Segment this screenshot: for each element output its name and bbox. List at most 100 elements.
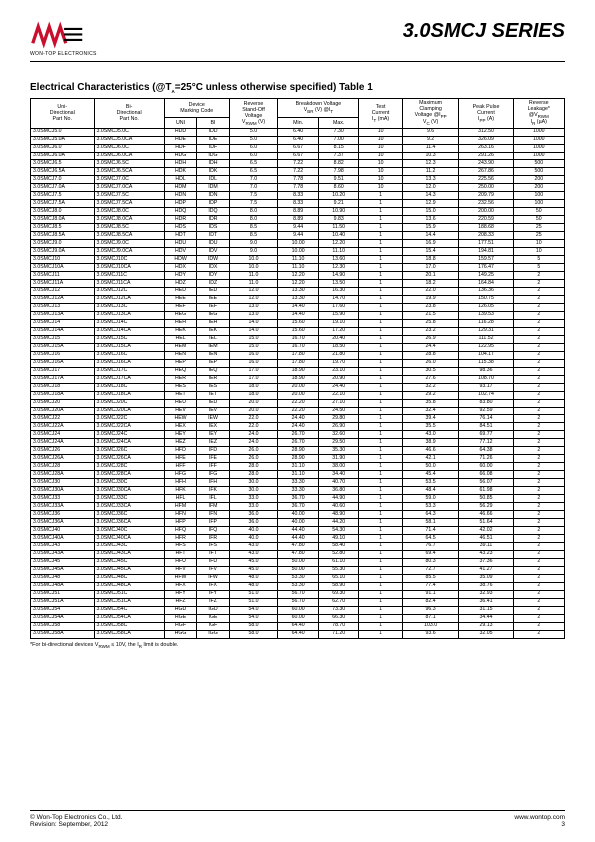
table-row: 3.0SMCJ433.0SMCJ43CHFSIFS43.047.8058.401…: [31, 542, 565, 550]
table-cell: 26.70: [278, 431, 319, 439]
col-bv-max: Max.: [318, 118, 359, 129]
table-cell: 12.3: [402, 160, 459, 168]
table-cell: 6.67: [278, 152, 319, 160]
table-cell: 17.80: [278, 351, 319, 359]
table-cell: 10.20: [318, 192, 359, 200]
table-cell: 43.23: [459, 550, 513, 558]
table-cell: 1: [359, 256, 402, 264]
table-cell: 3.0SMCJ13C: [94, 303, 164, 311]
table-cell: HEG: [164, 311, 196, 319]
table-cell: 25.8: [402, 319, 459, 327]
table-row: 3.0SMCJ243.0SMCJ24CHEYIEY24.026.7032.601…: [31, 431, 565, 439]
table-cell: HDE: [164, 136, 196, 144]
table-cell: 3.0SMCJ10C: [94, 256, 164, 264]
table-cell: 7.0: [229, 184, 278, 192]
table-cell: 3.0SMCJ40: [31, 527, 95, 535]
table-cell: IFQ: [197, 527, 229, 535]
table-cell: 10.0: [229, 264, 278, 272]
table-cell: 83.80: [459, 399, 513, 407]
table-cell: 50: [513, 208, 564, 216]
table-cell: 14.40: [278, 303, 319, 311]
table-cell: 1: [359, 351, 402, 359]
table-cell: 12.0: [229, 287, 278, 295]
table-row: 3.0SMCJ333.0SMCJ33CHFLIFL33.036.7044.901…: [31, 495, 565, 503]
table-cell: 9.44: [278, 224, 319, 232]
table-cell: 78.70: [318, 622, 359, 630]
table-row: 3.0SMCJ6.53.0SMCJ6.5CHDHIDH6.57.228.8210…: [31, 160, 565, 168]
table-cell: 64.40: [278, 622, 319, 630]
table-cell: HEQ: [164, 367, 196, 375]
table-cell: IGF: [197, 622, 229, 630]
table-cell: 3.0SMCJ14A: [31, 327, 95, 335]
table-cell: 2: [513, 487, 564, 495]
table-cell: 19.70: [318, 359, 359, 367]
table-row: 3.0SMCJ45A3.0SMCJ45CAHFVIFV45.050.0055.3…: [31, 566, 565, 574]
table-cell: 53.30: [278, 574, 319, 582]
table-cell: HEZ: [164, 439, 196, 447]
table-cell: 2: [513, 439, 564, 447]
table-cell: 3.0SMCJ8.0CA: [94, 216, 164, 224]
table-cell: 29.13: [459, 622, 513, 630]
table-cell: 11.2: [402, 168, 459, 176]
table-cell: 9.44: [278, 232, 319, 240]
table-cell: IFH: [197, 479, 229, 487]
table-row: 3.0SMCJ8.53.0SMCJ8.5CHDSIDS8.59.4411.501…: [31, 224, 565, 232]
table-cell: 20.40: [318, 335, 359, 343]
table-cell: 36.0: [229, 519, 278, 527]
table-row: 3.0SMCJ10A3.0SMCJ10CAHDXIDX10.011.1012.3…: [31, 264, 565, 272]
table-cell: 200: [513, 184, 564, 192]
table-cell: 7.00: [318, 136, 359, 144]
table-cell: 6.5: [229, 160, 278, 168]
table-cell: HDR: [164, 216, 196, 224]
table-row: 3.0SMCJ8.0A3.0SMCJ8.0CAHDRIDR8.08.899.83…: [31, 216, 565, 224]
table-cell: 9.51: [318, 176, 359, 184]
table-cell: 103.0: [402, 622, 459, 630]
table-cell: 3.0SMCJ51C: [94, 590, 164, 598]
table-cell: 28.0: [229, 463, 278, 471]
table-cell: HEM: [164, 343, 196, 351]
table-cell: 18.0: [229, 391, 278, 399]
table-cell: HDY: [164, 272, 196, 280]
table-cell: 10.3: [402, 152, 459, 160]
table-cell: HFU: [164, 558, 196, 566]
table-cell: 35.8: [402, 399, 459, 407]
col-bi: Bi-DirectionalPart No.: [94, 99, 164, 129]
table-cell: 38.9: [402, 439, 459, 447]
table-cell: 34.40: [318, 471, 359, 479]
table-cell: 26.90: [318, 423, 359, 431]
table-row: 3.0SMCJ113.0SMCJ11CHDYIDY11.012.2014.901…: [31, 272, 565, 280]
table-cell: 45.4: [402, 471, 459, 479]
table-cell: 3.0SMCJ12A: [31, 295, 95, 303]
table-cell: HED: [164, 287, 196, 295]
col-it: TestCurrentIT (mA): [359, 99, 402, 129]
table-row: 3.0SMCJ43A3.0SMCJ43CAHFTIFT43.047.8052.8…: [31, 550, 565, 558]
table-cell: 3.0SMCJ15CA: [94, 343, 164, 351]
table-body: 3.0SMCJ5.03.0SMCJ5.0CHDDIDD5.06.407.3010…: [31, 128, 565, 638]
table-cell: 3.0SMCJ17A: [31, 375, 95, 383]
table-cell: 14.3: [402, 192, 459, 200]
table-cell: 13.30: [278, 295, 319, 303]
table-cell: 50.00: [278, 566, 319, 574]
table-cell: 1: [359, 224, 402, 232]
table-cell: 1: [359, 208, 402, 216]
table-row: 3.0SMCJ5.0A3.0SMCJ5.0CAHDEIDE5.06.407.00…: [31, 136, 565, 144]
table-cell: 40.60: [318, 503, 359, 511]
table-cell: 15.60: [278, 327, 319, 335]
table-cell: 2: [513, 383, 564, 391]
table-cell: 44.40: [278, 535, 319, 543]
table-cell: 209.79: [459, 192, 513, 200]
table-cell: 3.0SMCJ40A: [31, 535, 95, 543]
table-cell: 6.40: [278, 136, 319, 144]
table-cell: 2: [513, 558, 564, 566]
table-cell: 22.10: [318, 391, 359, 399]
table-cell: 3.0SMCJ7.0CA: [94, 184, 164, 192]
table-cell: 24.40: [278, 415, 319, 423]
table-row: 3.0SMCJ6.0A3.0SMCJ6.0CAHDGIDG6.06.677.37…: [31, 152, 565, 160]
table-cell: 1: [359, 192, 402, 200]
table-row: 3.0SMCJ7.5A3.0SMCJ7.5CAHDPIDP7.58.339.21…: [31, 200, 565, 208]
table-cell: 1: [359, 550, 402, 558]
table-cell: 8.89: [278, 208, 319, 216]
table-cell: HFV: [164, 566, 196, 574]
table-row: 3.0SMCJ163.0SMCJ16CHENIEN16.017.8021.801…: [31, 351, 565, 359]
table-cell: 7.0: [229, 176, 278, 184]
